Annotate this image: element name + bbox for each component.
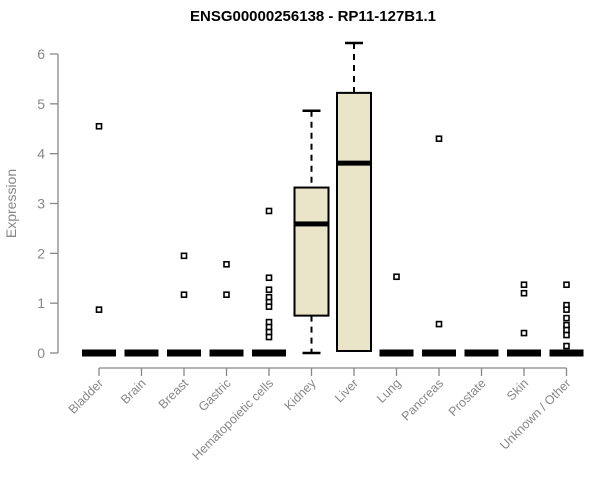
x-tick-label-hematopoietic-cells: Hematopoietic cells — [190, 376, 277, 463]
outlier-point — [393, 273, 400, 281]
x-tick-label-breast: Breast — [156, 376, 192, 412]
outlier-point — [563, 314, 570, 322]
median-bar — [422, 349, 456, 357]
outlier-point — [180, 291, 188, 298]
x-tick-label-gastric: Gastric — [196, 376, 234, 414]
outlier-point — [435, 320, 443, 328]
outlier-point — [563, 306, 570, 313]
x-tick-label-prostate: Prostate — [446, 376, 489, 419]
median-bar — [464, 349, 499, 357]
outlier-point — [435, 135, 443, 143]
y-axis: 0 1 2 3 4 5 6 — [37, 46, 59, 361]
outlier-point — [223, 260, 230, 268]
outlier-point — [520, 329, 528, 337]
outlier-point — [563, 331, 570, 339]
y-tick-label: 5 — [37, 96, 45, 112]
x-tick-label-lung: Lung — [374, 376, 404, 406]
y-tick-label: 2 — [37, 245, 45, 261]
boxplot-pancreas — [422, 135, 456, 357]
outlier-point — [563, 281, 570, 289]
boxplot-gastric — [209, 260, 244, 357]
boxplot-liver — [336, 41, 372, 353]
y-axis-label: Expression — [3, 169, 19, 238]
outlier-point — [265, 303, 273, 310]
boxplot-bladder — [82, 122, 116, 357]
boxplot-hematopoietic-cells — [252, 207, 286, 357]
outlier-point — [95, 306, 103, 313]
boxplot-brain — [124, 349, 159, 357]
median-bar — [337, 160, 371, 166]
outlier-point — [223, 291, 230, 298]
median-bar — [294, 221, 329, 227]
outlier-point — [265, 333, 273, 341]
x-tick-label-skin: Skin — [504, 376, 531, 403]
x-tick-label-kidney: Kidney — [282, 376, 319, 413]
boxplot-skin — [507, 281, 541, 357]
y-tick-label: 0 — [37, 345, 45, 361]
outlier-point — [265, 274, 273, 282]
median-bar — [82, 349, 116, 357]
y-tick-label: 6 — [37, 46, 45, 62]
y-tick-label: 3 — [37, 196, 45, 212]
outlier-point — [180, 252, 188, 260]
outlier-point — [265, 207, 273, 215]
x-tick-label-pancreas: Pancreas — [399, 376, 446, 423]
median-bar — [549, 349, 584, 357]
boxplot-unknown-other — [549, 281, 584, 357]
x-tick-label-liver: Liver — [332, 376, 361, 405]
boxplot-kidney — [293, 109, 330, 355]
median-bar — [252, 349, 286, 357]
x-tick-label-brain: Brain — [118, 376, 149, 407]
median-bar — [379, 349, 414, 357]
iqr-box — [336, 91, 372, 353]
boxplot-prostate — [464, 349, 499, 357]
outlier-point — [520, 289, 528, 297]
median-bar — [167, 349, 201, 357]
median-bar — [507, 349, 541, 357]
outlier-point — [563, 342, 570, 350]
outlier-point — [520, 281, 528, 289]
outlier-point — [265, 286, 273, 294]
median-bar — [209, 349, 244, 357]
chart-title: ENSG00000256138 - RP11-127B1.1 — [189, 8, 436, 25]
iqr-box — [293, 186, 330, 317]
outlier-point — [95, 122, 103, 130]
median-bar — [124, 349, 159, 357]
y-tick-label: 4 — [37, 146, 45, 162]
boxplot-breast — [167, 252, 201, 357]
y-tick-label: 1 — [37, 295, 45, 311]
x-tick-label-bladder: Bladder — [66, 376, 106, 416]
boxplot-lung — [379, 273, 414, 357]
